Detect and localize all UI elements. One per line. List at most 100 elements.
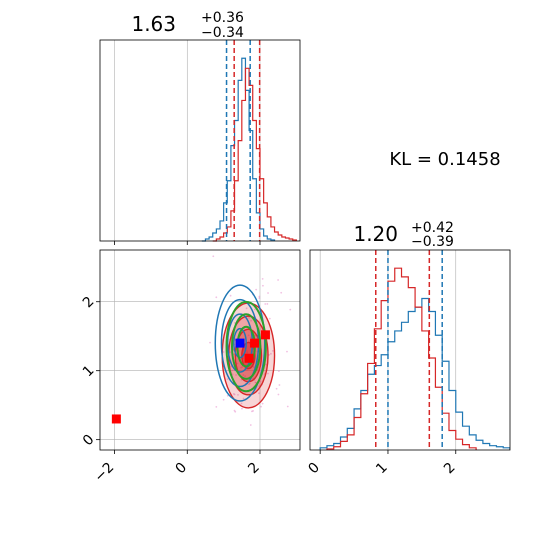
scatter-point bbox=[209, 341, 211, 344]
scatter-point bbox=[286, 405, 289, 408]
scatter-point bbox=[240, 402, 243, 405]
hist-param1-series-blue bbox=[201, 57, 276, 242]
scatter-point bbox=[222, 398, 225, 401]
scatter-point bbox=[255, 288, 258, 291]
scatter-point bbox=[265, 363, 268, 366]
scatter-point bbox=[242, 374, 245, 376]
marker-red-square bbox=[244, 353, 254, 363]
joint-ticks bbox=[96, 301, 261, 454]
scatter-point bbox=[252, 366, 255, 369]
scatter-point bbox=[261, 402, 264, 405]
scatter-point bbox=[240, 366, 242, 369]
scatter-point bbox=[250, 319, 252, 322]
hist-param1-ticks bbox=[114, 241, 261, 245]
hist-param1-frame bbox=[99, 39, 301, 242]
scatter-point bbox=[248, 340, 250, 343]
scatter-point bbox=[215, 405, 218, 408]
hist-param2-panel: 0 1 2 1.20 +0.42 −0.39 bbox=[305, 220, 511, 478]
scatter-point bbox=[269, 352, 272, 355]
hist-param2-quantile-lines bbox=[375, 250, 443, 450]
scatter-point bbox=[254, 381, 257, 384]
scatter-point bbox=[266, 303, 269, 305]
scatter-point bbox=[239, 242, 241, 244]
marker-red-square bbox=[111, 414, 121, 424]
scatter-point bbox=[280, 291, 283, 294]
param2-title-median: 1.20 bbox=[353, 222, 398, 246]
scatter-point bbox=[277, 279, 279, 281]
scatter-point bbox=[268, 317, 271, 320]
scatter-point bbox=[275, 387, 278, 390]
joint-markers bbox=[111, 330, 270, 424]
scatter-point bbox=[254, 334, 257, 337]
scatter-point bbox=[212, 255, 215, 258]
scatter-point bbox=[229, 351, 231, 354]
scatter-point bbox=[251, 410, 253, 413]
joint-x-tick-labels: −2 0 2 bbox=[91, 460, 262, 486]
scatter-point bbox=[233, 393, 236, 396]
scatter-point bbox=[257, 392, 260, 395]
scatter-point bbox=[254, 381, 257, 384]
param2-x-tick-label: 1 bbox=[373, 460, 391, 478]
scatter-point bbox=[226, 378, 229, 381]
joint-x-tick-label: 2 bbox=[245, 460, 263, 478]
joint-x-tick-label: 0 bbox=[172, 460, 190, 478]
scatter-point bbox=[258, 295, 261, 298]
joint-panel: −2 0 2 0 1 2 bbox=[80, 242, 301, 486]
scatter-point bbox=[286, 350, 288, 353]
scatter-point bbox=[237, 393, 239, 396]
param1-title-median: 1.63 bbox=[131, 12, 176, 36]
scatter-point bbox=[241, 366, 244, 368]
scatter-point bbox=[245, 307, 248, 310]
scatter-point bbox=[241, 407, 243, 410]
param2-x-tick-labels: 0 1 2 bbox=[305, 460, 458, 478]
joint-y-tick-label: 1 bbox=[80, 363, 98, 381]
scatter-point bbox=[289, 308, 292, 311]
scatter-point bbox=[236, 362, 239, 365]
scatter-point bbox=[235, 374, 237, 376]
scatter-point bbox=[271, 350, 274, 352]
hist-param1-quantile-lines bbox=[225, 40, 261, 241]
scatter-point bbox=[246, 368, 248, 371]
hist-param2-ticks bbox=[319, 450, 457, 454]
scatter-point bbox=[253, 308, 256, 311]
blue-contour bbox=[233, 327, 247, 359]
blue-contour bbox=[214, 284, 266, 402]
scatter-point bbox=[232, 393, 235, 395]
param2-x-tick-label: 0 bbox=[305, 460, 323, 478]
green-contour bbox=[231, 313, 262, 380]
scatter-point bbox=[242, 397, 245, 400]
marker-red-square bbox=[260, 330, 270, 340]
green-contour bbox=[225, 300, 267, 393]
hist-param2-series-red bbox=[326, 267, 477, 450]
kl-annotation: KL = 0.1458 bbox=[389, 149, 500, 170]
scatter-point bbox=[222, 351, 225, 353]
scatter-point bbox=[231, 373, 234, 376]
scatter-point bbox=[231, 369, 234, 372]
scatter-point bbox=[262, 284, 264, 287]
scatter-point bbox=[267, 292, 269, 294]
hist-param2-frame bbox=[309, 249, 511, 451]
param2-x-tick-label: 2 bbox=[441, 460, 459, 478]
scatter-point bbox=[260, 405, 262, 408]
scatter-point bbox=[248, 382, 251, 385]
param1-title-lower-error: −0.34 bbox=[201, 25, 244, 41]
param2-title-upper-error: +0.42 bbox=[411, 220, 454, 236]
scatter-point bbox=[234, 410, 237, 413]
joint-y-tick-labels: 0 1 2 bbox=[80, 294, 98, 450]
joint-frame bbox=[99, 249, 301, 451]
scatter-point bbox=[264, 303, 267, 305]
scatter-point bbox=[248, 383, 250, 386]
marker-red-square bbox=[250, 338, 260, 348]
joint-y-tick-label: 0 bbox=[80, 432, 98, 450]
hist-param2-series-blue bbox=[319, 297, 510, 450]
scatter-point bbox=[244, 375, 247, 378]
scatter-point bbox=[249, 424, 252, 426]
scatter-point bbox=[277, 393, 280, 396]
scatter-point bbox=[267, 372, 269, 375]
scatter-point bbox=[258, 297, 261, 299]
scatter-point bbox=[215, 296, 218, 299]
scatter-point bbox=[259, 380, 262, 383]
scatter-point bbox=[233, 409, 236, 412]
marker-blue-square bbox=[235, 338, 245, 348]
